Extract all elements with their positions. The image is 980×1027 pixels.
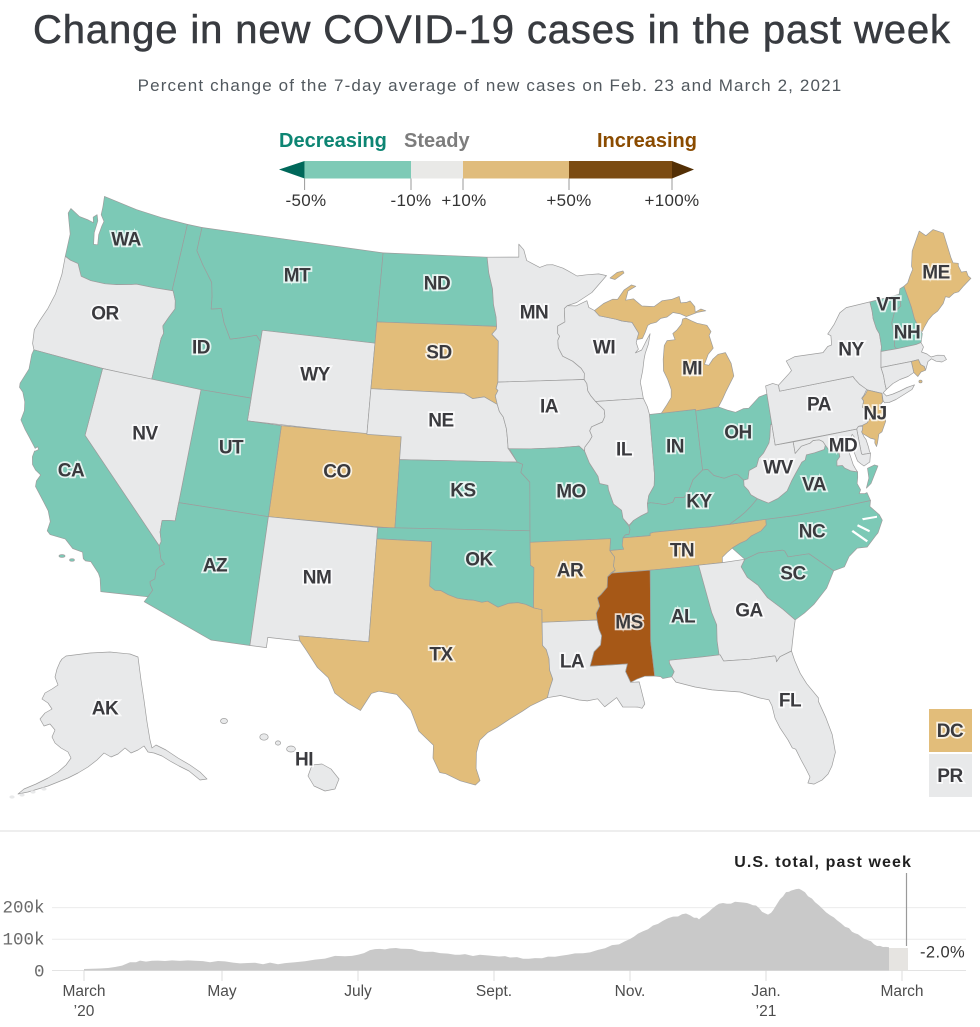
svg-text:NC: NC — [799, 522, 826, 543]
svg-text:FL: FL — [779, 691, 802, 712]
svg-text:OK: OK — [465, 550, 493, 571]
svg-text:100k: 100k — [2, 931, 44, 951]
svg-text:AL: AL — [671, 607, 696, 628]
svg-text:-50%: -50% — [286, 191, 327, 210]
svg-text:TX: TX — [429, 645, 453, 666]
svg-text:TN: TN — [670, 541, 694, 562]
svg-text:-10%: -10% — [391, 191, 432, 210]
svg-text:IA: IA — [540, 397, 559, 418]
svg-text:+50%: +50% — [546, 191, 591, 210]
svg-text:March: March — [62, 983, 105, 1000]
svg-text:IL: IL — [616, 440, 633, 461]
svg-text:GA: GA — [735, 601, 763, 622]
svg-text:PA: PA — [807, 395, 832, 416]
svg-text:NM: NM — [303, 568, 332, 589]
svg-text:WI: WI — [593, 338, 615, 359]
svg-text:’21: ’21 — [756, 1003, 777, 1020]
svg-text:’20: ’20 — [74, 1003, 95, 1020]
svg-text:NH: NH — [894, 323, 920, 344]
svg-text:Sept.: Sept. — [476, 983, 512, 1000]
svg-text:VT: VT — [876, 295, 900, 316]
svg-text:OR: OR — [91, 304, 119, 325]
svg-text:MN: MN — [520, 303, 549, 324]
svg-text:LA: LA — [560, 652, 585, 673]
svg-text:NY: NY — [838, 340, 864, 361]
svg-text:Jan.: Jan. — [751, 983, 780, 1000]
svg-text:SD: SD — [426, 343, 451, 364]
svg-text:March: March — [880, 983, 923, 1000]
svg-text:-2.0%: -2.0% — [920, 944, 965, 962]
svg-text:200k: 200k — [2, 899, 44, 919]
svg-text:NV: NV — [132, 424, 158, 445]
svg-text:+10%: +10% — [441, 191, 486, 210]
svg-text:WV: WV — [763, 458, 793, 479]
svg-text:July: July — [344, 983, 372, 1000]
svg-text:VA: VA — [802, 475, 827, 496]
svg-text:WA: WA — [111, 230, 141, 251]
svg-text:MO: MO — [556, 482, 586, 503]
svg-text:ID: ID — [192, 338, 210, 359]
svg-text:ME: ME — [922, 263, 950, 284]
svg-text:Decreasing: Decreasing — [279, 130, 387, 152]
svg-text:ND: ND — [424, 274, 450, 295]
svg-text:+100%: +100% — [645, 191, 700, 210]
svg-text:Nov.: Nov. — [615, 983, 646, 1000]
svg-text:NJ: NJ — [863, 404, 886, 425]
svg-text:0: 0 — [34, 963, 45, 983]
svg-text:KS: KS — [450, 481, 475, 502]
svg-text:OH: OH — [724, 423, 752, 444]
svg-text:DC: DC — [937, 721, 964, 742]
svg-text:HI: HI — [295, 750, 313, 771]
svg-text:KY: KY — [686, 492, 712, 513]
svg-text:MD: MD — [829, 436, 858, 457]
svg-text:IN: IN — [666, 437, 684, 458]
svg-text:MS: MS — [615, 613, 643, 634]
svg-text:Steady: Steady — [404, 130, 470, 152]
svg-text:PR: PR — [937, 766, 963, 787]
svg-text:CA: CA — [58, 461, 85, 482]
svg-text:NE: NE — [428, 411, 453, 432]
svg-text:SC: SC — [780, 564, 806, 585]
svg-text:AR: AR — [557, 561, 584, 582]
svg-text:May: May — [207, 983, 237, 1000]
svg-text:CO: CO — [323, 462, 351, 483]
svg-text:U.S. total, past week: U.S. total, past week — [734, 854, 912, 871]
svg-text:UT: UT — [219, 438, 244, 459]
svg-text:MT: MT — [284, 266, 311, 287]
svg-text:WY: WY — [300, 365, 330, 386]
svg-text:AZ: AZ — [203, 556, 228, 577]
svg-text:Increasing: Increasing — [597, 130, 697, 152]
svg-text:AK: AK — [92, 699, 119, 720]
svg-text:MI: MI — [682, 359, 702, 380]
